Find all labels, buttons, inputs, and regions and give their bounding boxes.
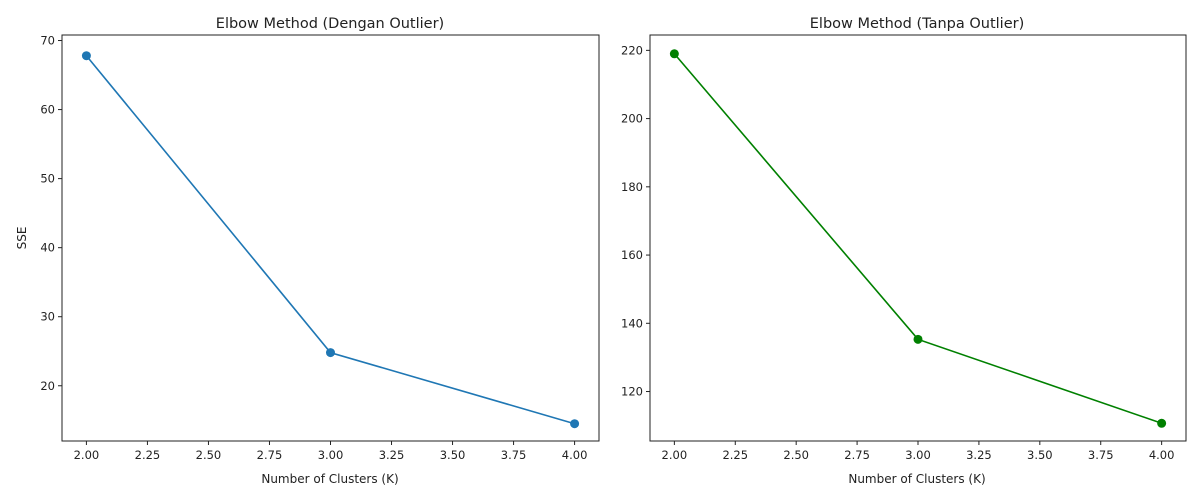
chart-title: Elbow Method (Dengan Outlier) — [216, 16, 444, 32]
y-tick-label: 50 — [40, 172, 55, 186]
data-point-marker — [669, 49, 679, 59]
data-point-marker — [326, 348, 335, 358]
data-point-marker — [1157, 418, 1167, 428]
x-ticks: 2.00 2.25 2.50 2.75 3.00 3.25 3.50 3.75 4.00 — [74, 441, 588, 462]
y-tick-label: 40 — [40, 241, 55, 255]
y-tick-label: 160 — [621, 248, 643, 262]
y-tick-label: 180 — [621, 180, 643, 194]
x-tick-label: 3.75 — [1088, 448, 1114, 462]
x-tick-label: 3.50 — [1027, 448, 1053, 462]
y-tick-label: 140 — [621, 316, 643, 330]
y-tick-label: 70 — [40, 34, 55, 48]
x-tick-label: 2.75 — [257, 448, 283, 462]
x-tick-label: 2.50 — [783, 448, 809, 462]
x-tick-label: 3.25 — [379, 448, 405, 462]
data-point-marker — [570, 419, 580, 429]
x-tick-label: 3.50 — [440, 448, 466, 462]
x-tick-label: 4.00 — [562, 448, 588, 462]
chart-panel-dengan-outlier: Elbow Method (Dengan Outlier) Number of … — [15, 16, 600, 486]
x-ticks: 2.00 2.25 2.50 2.75 3.00 3.25 3.50 3.75 4.00 — [662, 441, 1175, 462]
series-group — [669, 49, 1167, 428]
y-tick-label: 60 — [40, 103, 55, 117]
y-ticks: 120 140 160 180 200 220 — [621, 43, 650, 399]
y-tick-label: 20 — [40, 379, 55, 393]
x-axis-label: Number of Clusters (K) — [848, 472, 985, 486]
chart-panel-tanpa-outlier: Elbow Method (Tanpa Outlier) Number of C… — [621, 16, 1187, 486]
x-tick-label: 2.00 — [74, 448, 100, 462]
x-tick-label: 4.00 — [1149, 448, 1175, 462]
x-tick-label: 2.00 — [662, 448, 688, 462]
y-ticks: 20 30 40 50 60 70 — [40, 34, 62, 393]
x-tick-label: 3.25 — [966, 448, 992, 462]
x-tick-label: 3.00 — [905, 448, 931, 462]
y-tick-label: 120 — [621, 385, 643, 399]
data-point-marker — [81, 51, 91, 61]
y-tick-label: 30 — [40, 310, 55, 324]
x-tick-label: 2.75 — [844, 448, 870, 462]
x-tick-label: 2.25 — [135, 448, 161, 462]
x-axis-label: Number of Clusters (K) — [261, 472, 398, 486]
y-axis-label: SSE — [15, 227, 29, 250]
x-tick-label: 3.00 — [318, 448, 344, 462]
x-tick-label: 2.50 — [196, 448, 222, 462]
series-group — [81, 51, 580, 429]
y-tick-label: 220 — [621, 43, 643, 57]
x-tick-label: 2.25 — [722, 448, 748, 462]
chart-title: Elbow Method (Tanpa Outlier) — [810, 16, 1025, 32]
data-point-marker — [913, 334, 923, 344]
x-tick-label: 3.75 — [501, 448, 527, 462]
y-tick-label: 200 — [621, 112, 643, 126]
